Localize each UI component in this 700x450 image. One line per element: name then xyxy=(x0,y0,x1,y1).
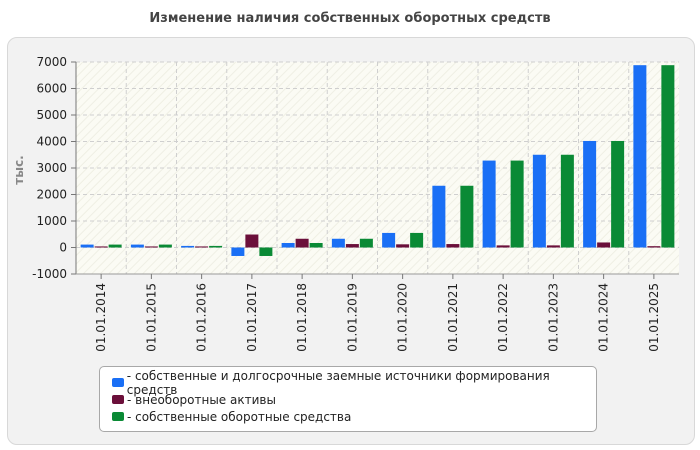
bar-series-2 xyxy=(144,246,158,248)
y-axis-label: тыс. xyxy=(12,155,26,184)
bar-series-3 xyxy=(108,244,122,248)
bar-series-2 xyxy=(597,242,611,248)
bar-series-3 xyxy=(611,140,625,248)
x-tick-label: 01.01.2023 xyxy=(546,283,560,352)
y-tick-label: 5000 xyxy=(36,108,67,122)
x-tick-label: 01.01.2022 xyxy=(496,283,510,352)
legend-item: - собственные и долгосрочные заемные ист… xyxy=(112,369,596,397)
legend-label: - собственные и долгосрочные заемные ист… xyxy=(126,368,550,397)
bar-series-1 xyxy=(583,140,597,248)
y-tick-label: 2000 xyxy=(36,188,67,202)
x-tick-label: 01.01.2018 xyxy=(295,283,309,352)
bar-series-3 xyxy=(510,160,524,248)
x-tick-label: 01.01.2019 xyxy=(345,283,359,352)
bar-series-2 xyxy=(345,244,359,248)
legend-swatch xyxy=(112,378,124,387)
x-tick-label: 01.01.2014 xyxy=(94,283,108,352)
bar-series-3 xyxy=(359,238,373,248)
bar-series-3 xyxy=(560,154,574,248)
bar-series-2 xyxy=(496,245,510,248)
bar-series-1 xyxy=(80,244,94,248)
y-tick-label: 0 xyxy=(59,241,67,255)
legend-label: - внеоборотные активы xyxy=(127,392,276,407)
bar-series-1 xyxy=(432,185,446,248)
bar-series-2 xyxy=(94,246,108,248)
bar-series-2 xyxy=(195,246,209,248)
bar-series-2 xyxy=(647,246,661,248)
y-tick-label: 1000 xyxy=(36,214,67,228)
x-tick-label: 01.01.2017 xyxy=(245,283,259,352)
bar-series-2 xyxy=(546,245,560,248)
legend-label: - собственные оборотные средства xyxy=(127,409,352,424)
bar-series-3 xyxy=(661,65,675,248)
bar-series-3 xyxy=(158,244,172,248)
bar-series-2 xyxy=(245,234,259,248)
bar-series-1 xyxy=(181,245,195,248)
bar-series-1 xyxy=(482,160,496,248)
x-tick-label: 01.01.2021 xyxy=(446,283,460,352)
y-tick-label: 7000 xyxy=(36,55,67,69)
bar-series-1 xyxy=(130,244,144,248)
bar-series-3 xyxy=(209,245,223,248)
bar-series-3 xyxy=(410,232,424,248)
y-tick-label: -1000 xyxy=(32,267,67,281)
legend-swatch xyxy=(112,395,124,404)
bar-series-1 xyxy=(231,247,245,256)
bar-series-3 xyxy=(259,247,273,256)
x-tick-label: 01.01.2025 xyxy=(647,283,661,352)
bar-series-1 xyxy=(281,242,295,248)
legend-swatch xyxy=(112,412,124,421)
bar-series-1 xyxy=(633,65,647,248)
bar-series-2 xyxy=(295,238,309,248)
x-tick-label: 01.01.2015 xyxy=(144,283,158,352)
bar-series-3 xyxy=(309,242,323,248)
bar-series-3 xyxy=(460,185,474,248)
x-tick-label: 01.01.2020 xyxy=(396,283,410,352)
bar-series-1 xyxy=(382,232,396,248)
legend-item: - внеоборотные активы xyxy=(112,391,596,408)
bar-series-2 xyxy=(446,244,460,248)
x-tick-label: 01.01.2016 xyxy=(195,283,209,352)
y-tick-label: 6000 xyxy=(36,82,67,96)
legend: - собственные и долгосрочные заемные ист… xyxy=(99,366,597,432)
chart-title: Изменение наличия собственных оборотных … xyxy=(149,11,551,26)
y-tick-label: 4000 xyxy=(36,135,67,149)
bar-series-1 xyxy=(532,154,546,248)
x-tick-label: 01.01.2024 xyxy=(597,283,611,352)
legend-item: - собственные оборотные средства xyxy=(112,408,596,425)
bar-series-1 xyxy=(331,238,345,248)
bar-series-2 xyxy=(396,244,410,248)
y-tick-label: 3000 xyxy=(36,161,67,175)
